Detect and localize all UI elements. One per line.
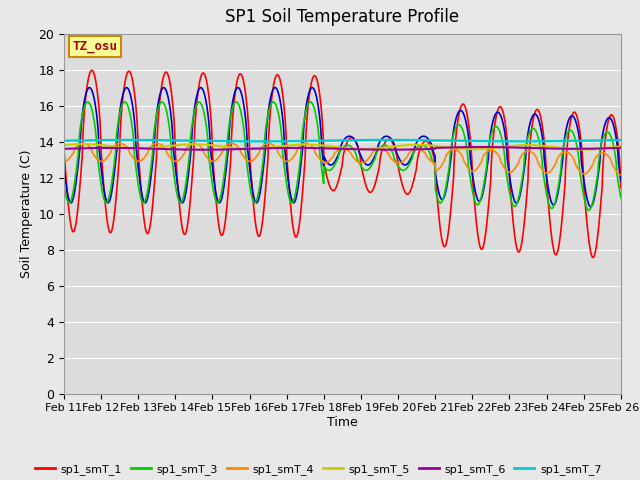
sp1_smT_7 (60, 138, 68, 144)
sp1_smT_3 (617, 195, 625, 201)
sp1_smT_4 (184, 144, 192, 149)
Line: sp1_smT_6: sp1_smT_6 (64, 147, 621, 150)
sp1_smT_6 (429, 146, 437, 152)
sp1_smT_3 (585, 207, 593, 213)
Line: sp1_smT_7: sp1_smT_7 (64, 140, 621, 142)
sp1_smT_5 (617, 144, 625, 149)
sp1_smT_5 (580, 147, 588, 153)
sp1_smT_5 (551, 144, 559, 150)
sp1_smT_4 (171, 158, 179, 164)
sp1_smT_1 (246, 165, 254, 170)
sp1_smT_2 (551, 201, 559, 206)
sp1_smT_5 (246, 146, 254, 152)
X-axis label: Time: Time (327, 416, 358, 429)
sp1_smT_4 (116, 141, 124, 146)
sp1_smT_5 (184, 142, 192, 147)
sp1_smT_7 (552, 138, 559, 144)
Legend: sp1_smT_1, sp1_smT_2, sp1_smT_3, sp1_smT_4, sp1_smT_5, sp1_smT_6, sp1_smT_7: sp1_smT_1, sp1_smT_2, sp1_smT_3, sp1_smT… (31, 460, 606, 480)
Title: SP1 Soil Temperature Profile: SP1 Soil Temperature Profile (225, 9, 460, 26)
sp1_smT_2 (60, 165, 68, 170)
sp1_smT_3 (232, 99, 240, 105)
sp1_smT_2 (502, 138, 509, 144)
sp1_smT_7 (429, 137, 437, 143)
sp1_smT_2 (617, 178, 625, 184)
Line: sp1_smT_4: sp1_smT_4 (64, 144, 621, 175)
sp1_smT_1 (551, 251, 559, 257)
sp1_smT_4 (502, 167, 509, 173)
sp1_smT_6 (200, 147, 207, 153)
sp1_smT_7 (171, 137, 179, 143)
sp1_smT_1 (429, 151, 437, 157)
sp1_smT_4 (429, 160, 437, 166)
sp1_smT_5 (429, 143, 437, 148)
sp1_smT_4 (60, 158, 68, 164)
sp1_smT_4 (617, 172, 625, 178)
sp1_smT_2 (429, 148, 437, 154)
sp1_smT_4 (246, 158, 254, 164)
sp1_smT_6 (477, 144, 485, 150)
sp1_smT_6 (552, 146, 559, 152)
sp1_smT_5 (171, 143, 179, 148)
sp1_smT_6 (617, 145, 625, 151)
sp1_smT_2 (86, 85, 93, 91)
sp1_smT_3 (60, 182, 68, 188)
sp1_smT_7 (502, 139, 509, 144)
sp1_smT_1 (502, 125, 509, 131)
Line: sp1_smT_1: sp1_smT_1 (64, 70, 621, 257)
Line: sp1_smT_3: sp1_smT_3 (64, 102, 621, 210)
sp1_smT_2 (246, 173, 254, 179)
Line: sp1_smT_2: sp1_smT_2 (64, 88, 621, 207)
sp1_smT_6 (170, 146, 178, 152)
sp1_smT_5 (502, 144, 509, 149)
sp1_smT_6 (60, 146, 68, 152)
sp1_smT_3 (502, 168, 509, 173)
sp1_smT_3 (551, 200, 559, 205)
Text: TZ_osu: TZ_osu (72, 40, 117, 53)
sp1_smT_7 (617, 137, 625, 143)
sp1_smT_7 (246, 139, 254, 144)
sp1_smT_1 (617, 185, 625, 191)
sp1_smT_1 (589, 254, 596, 260)
sp1_smT_6 (502, 144, 510, 150)
Line: sp1_smT_5: sp1_smT_5 (64, 144, 621, 150)
sp1_smT_7 (125, 137, 133, 143)
sp1_smT_3 (184, 166, 191, 172)
sp1_smT_1 (60, 148, 68, 154)
sp1_smT_6 (184, 147, 191, 153)
sp1_smT_1 (88, 67, 96, 73)
sp1_smT_2 (171, 158, 179, 164)
sp1_smT_2 (184, 173, 192, 179)
sp1_smT_7 (184, 138, 192, 144)
sp1_smT_3 (429, 159, 437, 165)
sp1_smT_3 (246, 188, 254, 193)
sp1_smT_1 (184, 217, 192, 223)
sp1_smT_7 (515, 139, 522, 144)
sp1_smT_5 (60, 142, 68, 148)
sp1_smT_5 (79, 141, 86, 147)
sp1_smT_1 (171, 128, 179, 134)
sp1_smT_3 (170, 174, 178, 180)
sp1_smT_4 (551, 162, 559, 168)
Y-axis label: Soil Temperature (C): Soil Temperature (C) (20, 149, 33, 278)
sp1_smT_6 (246, 146, 254, 152)
sp1_smT_2 (587, 204, 595, 210)
